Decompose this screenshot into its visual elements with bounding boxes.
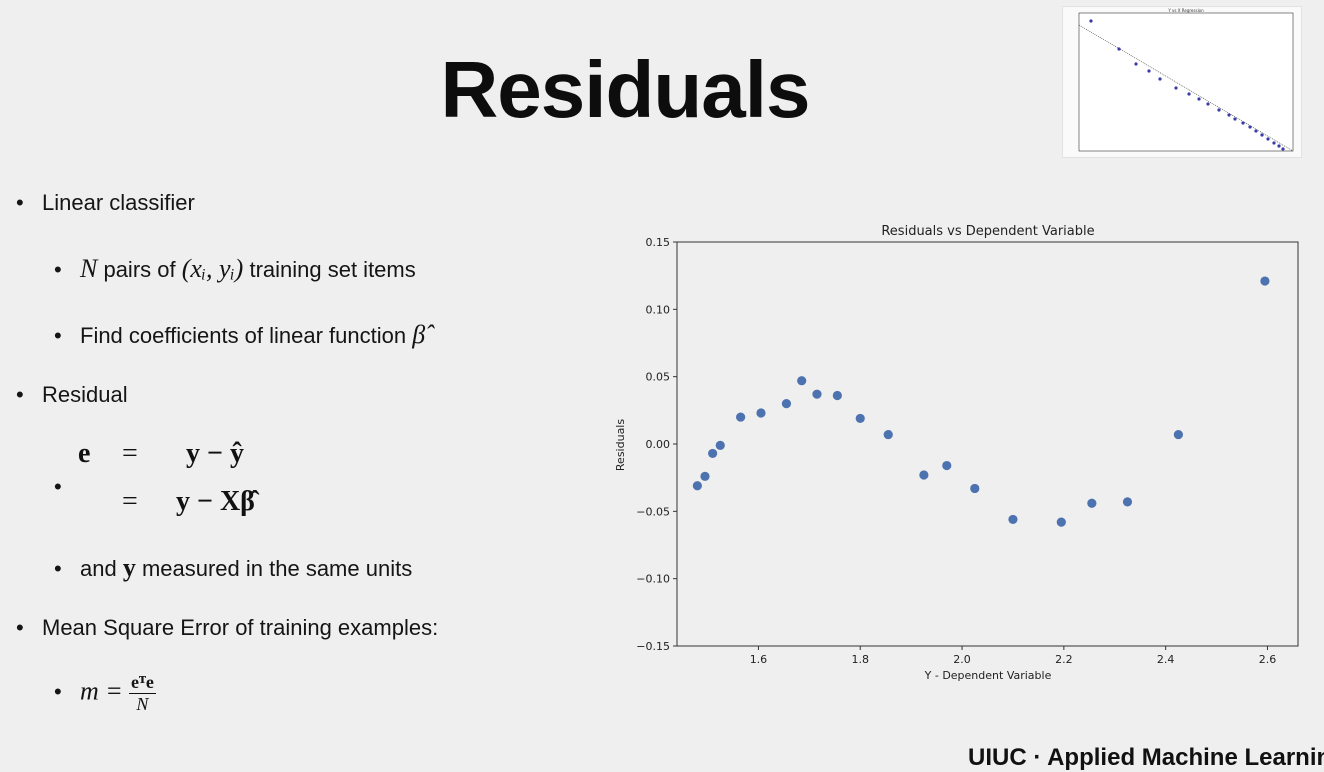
thumbnail-title: Y vs X Regression [1167, 8, 1204, 13]
thumbnail-point [1241, 121, 1245, 125]
thumbnail-point [1281, 147, 1285, 151]
residuals-scatter-chart: Residuals vs Dependent Variable Y - Depe… [614, 224, 1299, 682]
thumbnail-point [1277, 144, 1281, 148]
data-point [832, 390, 842, 401]
x-tick-label: 2.0 [953, 653, 971, 666]
thumbnail-point [1117, 47, 1121, 51]
thumbnail-points [1089, 19, 1285, 151]
thumbnail-point [1147, 69, 1151, 73]
y-tick-label: 0.10 [646, 303, 671, 316]
data-point [692, 481, 702, 491]
slide-footer: UIUC · Applied Machine Learning [968, 744, 1324, 771]
data-point [919, 470, 929, 480]
data-point [1122, 497, 1133, 507]
bullet-residual-equation: • [54, 474, 62, 499]
thumbnail-fit-line [1078, 24, 1294, 152]
x-tick-label: 2.2 [1055, 653, 1073, 666]
bullet-find-coefficients: • Find coefficients of linear function β̂ [54, 320, 426, 349]
thumbnail-point [1197, 97, 1201, 101]
eq-lhs-e: e [78, 438, 91, 469]
data-point [781, 399, 792, 409]
data-point [1173, 429, 1183, 440]
mse-fraction: eᵀe N [128, 672, 156, 715]
x-tick-label: 1.8 [851, 653, 869, 666]
thumbnail-point [1158, 77, 1162, 81]
chart-ticks: 1.6 1.8 2.0 2.2 2.4 2.6 0.15 0.10 0.05 0.00 −0.05 −… [636, 236, 1276, 666]
thumbnail-regression-plot: Y vs X Regression [1062, 6, 1302, 158]
eq-rhs-2: y − Xβ̂ [176, 486, 255, 517]
data-point [797, 376, 807, 386]
data-point [1087, 498, 1097, 508]
data-point [700, 471, 710, 481]
data-point [883, 429, 893, 440]
thumbnail-point [1248, 125, 1252, 129]
thumbnail-point [1254, 129, 1258, 133]
bullet-n-pairs: • N pairs of (xᵢ, yᵢ) training set items [54, 254, 416, 283]
slide-title: Residuals [440, 45, 811, 134]
data-point [970, 483, 980, 494]
thumbnail-point [1233, 117, 1237, 121]
chart-plot-area [676, 241, 1299, 647]
data-point [756, 408, 766, 418]
thumbnail-point [1260, 133, 1264, 137]
data-point [1056, 517, 1066, 527]
thumbnail-point [1187, 92, 1191, 96]
x-tick-label: 1.6 [750, 653, 768, 666]
data-point [812, 389, 822, 399]
bullet-same-units: • and y measured in the same units [54, 553, 413, 582]
thumbnail-point [1174, 86, 1178, 90]
bullet-mse-formula: • m = eᵀe N [54, 672, 156, 715]
mse-numerator: eᵀe [128, 672, 156, 694]
chart-title: Residuals vs Dependent Variable [881, 224, 1094, 239]
y-tick-label: −0.10 [636, 573, 670, 586]
data-point [1260, 276, 1270, 286]
data-point [736, 412, 746, 422]
data-point [855, 413, 865, 424]
y-tick-label: −0.05 [636, 505, 670, 518]
x-tick-label: 2.6 [1259, 653, 1277, 666]
thumbnail-point [1272, 141, 1276, 145]
bullet-linear-classifier: • Linear classifier [16, 190, 195, 215]
x-tick-label: 2.4 [1157, 653, 1175, 666]
chart-points [692, 276, 1270, 527]
thumbnail-point [1227, 113, 1231, 117]
thumbnail-point [1206, 102, 1210, 106]
y-tick-label: −0.15 [636, 640, 670, 653]
data-point [708, 448, 718, 459]
data-point [715, 440, 725, 450]
thumbnail-point [1089, 19, 1093, 23]
eq-rhs-1: y − ŷ [186, 438, 244, 469]
bullet-mse: • Mean Square Error of training examples: [16, 615, 439, 640]
y-tick-label: 0.15 [646, 236, 671, 249]
chart-y-label: Residuals [614, 419, 627, 471]
thumbnail-point [1217, 108, 1221, 112]
thumbnail-point [1266, 137, 1270, 141]
eq-equals-2: = [122, 486, 138, 517]
eq-equals-1: = [122, 438, 138, 469]
bullet-residual: • Residual [16, 382, 128, 407]
thumbnail-point [1134, 62, 1138, 66]
y-tick-label: 0.05 [646, 371, 671, 384]
chart-x-label: Y - Dependent Variable [924, 669, 1052, 682]
mse-denominator: N [136, 694, 149, 714]
y-tick-label: 0.00 [646, 438, 671, 451]
data-point [942, 460, 952, 471]
data-point [1008, 514, 1018, 525]
